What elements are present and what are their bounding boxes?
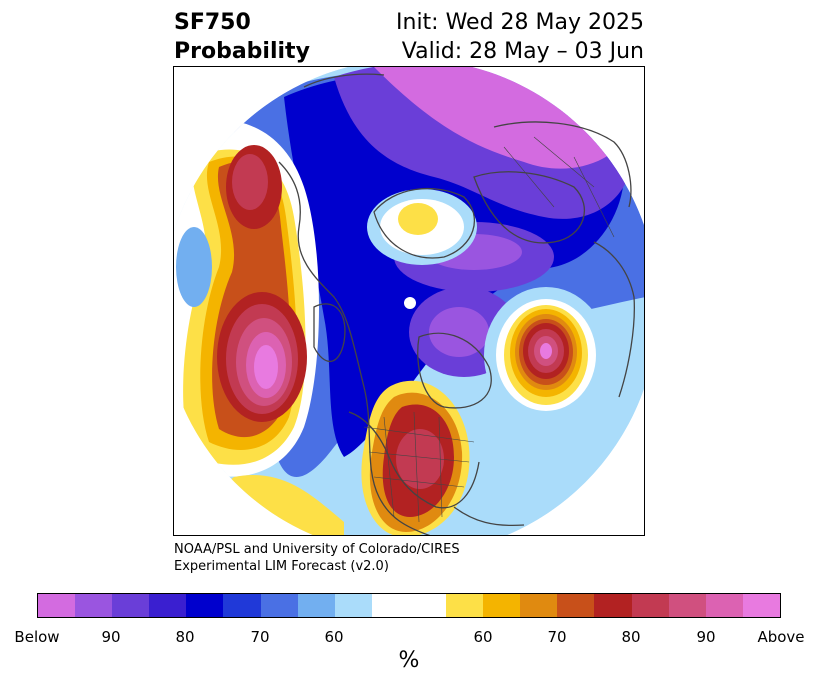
polar-map-svg — [174, 67, 644, 535]
colorbar-segment — [631, 594, 669, 617]
colorbar-segment — [75, 594, 113, 617]
colorbar-tick-label: 80 — [175, 628, 195, 646]
colorbar-segment — [594, 594, 632, 617]
colorbar-tick-label: 60 — [324, 628, 344, 646]
colorbar-tick-label: 80 — [621, 628, 641, 646]
colorbar — [37, 593, 781, 618]
probability-field — [174, 67, 644, 535]
colorbar-segment — [668, 594, 706, 617]
colorbar-segment — [223, 594, 261, 617]
borders — [363, 136, 615, 523]
colorbar-segment — [297, 594, 335, 617]
colorbar-segment — [520, 594, 558, 617]
colorbar-tick-label: 90 — [101, 628, 121, 646]
colorbar-tick-label: 60 — [473, 628, 493, 646]
credit-line-1: NOAA/PSL and University of Colorado/CIRE… — [174, 542, 460, 557]
colorbar-segment — [260, 594, 298, 617]
colorbar-segment — [334, 594, 372, 617]
colorbar-segment — [186, 594, 224, 617]
map-outside-mask — [174, 67, 644, 535]
colorbar-segment — [112, 594, 150, 617]
colorbar-segment — [149, 594, 187, 617]
colorbar-tick-label: 90 — [696, 628, 716, 646]
title-variable: SF750 — [174, 10, 251, 35]
coastlines — [278, 73, 635, 535]
probability-map — [173, 66, 645, 536]
colorbar-tick-label: Below — [14, 628, 60, 646]
colorbar-segment — [705, 594, 743, 617]
title-quantity: Probability — [174, 39, 310, 64]
credit-line-2: Experimental LIM Forecast (v2.0) — [174, 559, 389, 574]
map-title: SF750 Probability — [174, 8, 310, 66]
colorbar-tick-label: 70 — [547, 628, 567, 646]
colorbar-segment — [483, 594, 521, 617]
colorbar-segment — [371, 594, 447, 617]
colorbar-tick-label: Above — [757, 628, 805, 646]
colorbar-segment — [742, 594, 780, 617]
colorbar-segment — [557, 594, 595, 617]
colorbar-segment — [38, 594, 76, 617]
forecast-dates: Init: Wed 28 May 2025 Valid: 28 May – 03… — [396, 8, 644, 66]
valid-dates: Valid: 28 May – 03 Jun — [401, 39, 644, 64]
colorbar-segment — [446, 594, 484, 617]
init-date: Init: Wed 28 May 2025 — [396, 10, 644, 35]
colorbar-unit: % — [398, 648, 420, 673]
credit-text: NOAA/PSL and University of Colorado/CIRE… — [174, 541, 460, 575]
colorbar-tick-label: 70 — [250, 628, 270, 646]
